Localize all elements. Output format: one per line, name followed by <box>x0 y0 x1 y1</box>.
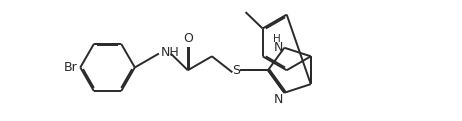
Text: Br: Br <box>64 61 78 74</box>
Text: S: S <box>232 64 240 77</box>
Text: N: N <box>274 41 283 54</box>
Text: NH: NH <box>161 46 179 59</box>
Text: N: N <box>274 93 283 106</box>
Text: O: O <box>183 31 193 45</box>
Text: H: H <box>273 34 281 44</box>
